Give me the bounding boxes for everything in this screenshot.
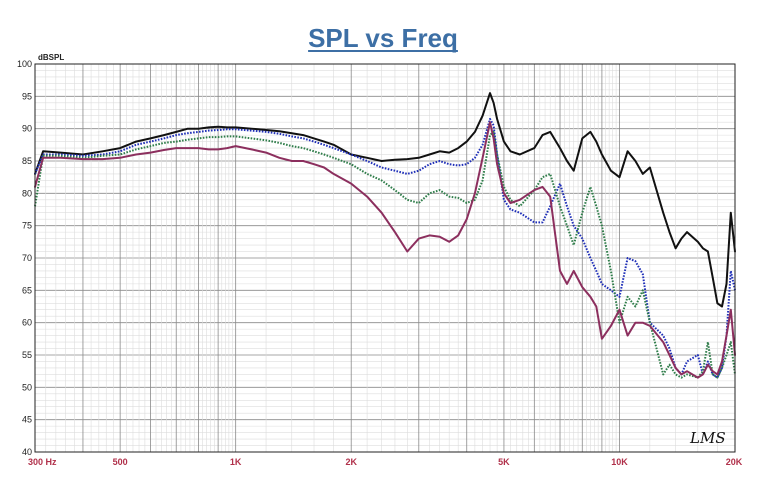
lms-logo: LMS	[689, 429, 726, 447]
x-tick-label: 1K	[230, 457, 242, 467]
y-tick-label: 70	[22, 253, 32, 263]
y-tick-label: 40	[22, 447, 32, 457]
y-tick-label: 45	[22, 415, 32, 425]
x-tick-label: 500	[113, 457, 128, 467]
y-axis-label: dBSPL	[38, 53, 64, 62]
series-lines	[34, 92, 736, 379]
series-line-4	[34, 121, 736, 379]
y-tick-label: 100	[17, 59, 32, 69]
x-tick-label: 300 Hz	[28, 457, 57, 467]
y-tick-label: 55	[22, 350, 32, 360]
x-tick-labels: 300 Hz 500 1K 2K 5K 10K 20K	[28, 457, 743, 467]
series-line-2	[34, 118, 736, 379]
y-tick-label: 50	[22, 382, 32, 392]
x-tick-label: 10K	[611, 457, 628, 467]
y-tick-label: 60	[22, 318, 32, 328]
x-tick-label: 2K	[345, 457, 357, 467]
y-tick-label: 85	[22, 156, 32, 166]
x-tick-label: 20K	[726, 457, 743, 467]
y-tick-label: 95	[22, 91, 32, 101]
y-tick-labels: 40 45 50 55 60 65 70 75 80 85 90 95 100	[17, 59, 32, 457]
series-line-1	[34, 92, 736, 308]
plot-frame	[34, 63, 736, 453]
y-tick-label: 90	[22, 124, 32, 134]
y-tick-label: 80	[22, 188, 32, 198]
y-tick-label: 75	[22, 221, 32, 231]
y-tick-label: 65	[22, 285, 32, 295]
x-tick-label: 5K	[498, 457, 510, 467]
chart-title: SPL vs Freq	[308, 23, 458, 53]
series-line-3	[34, 130, 736, 379]
